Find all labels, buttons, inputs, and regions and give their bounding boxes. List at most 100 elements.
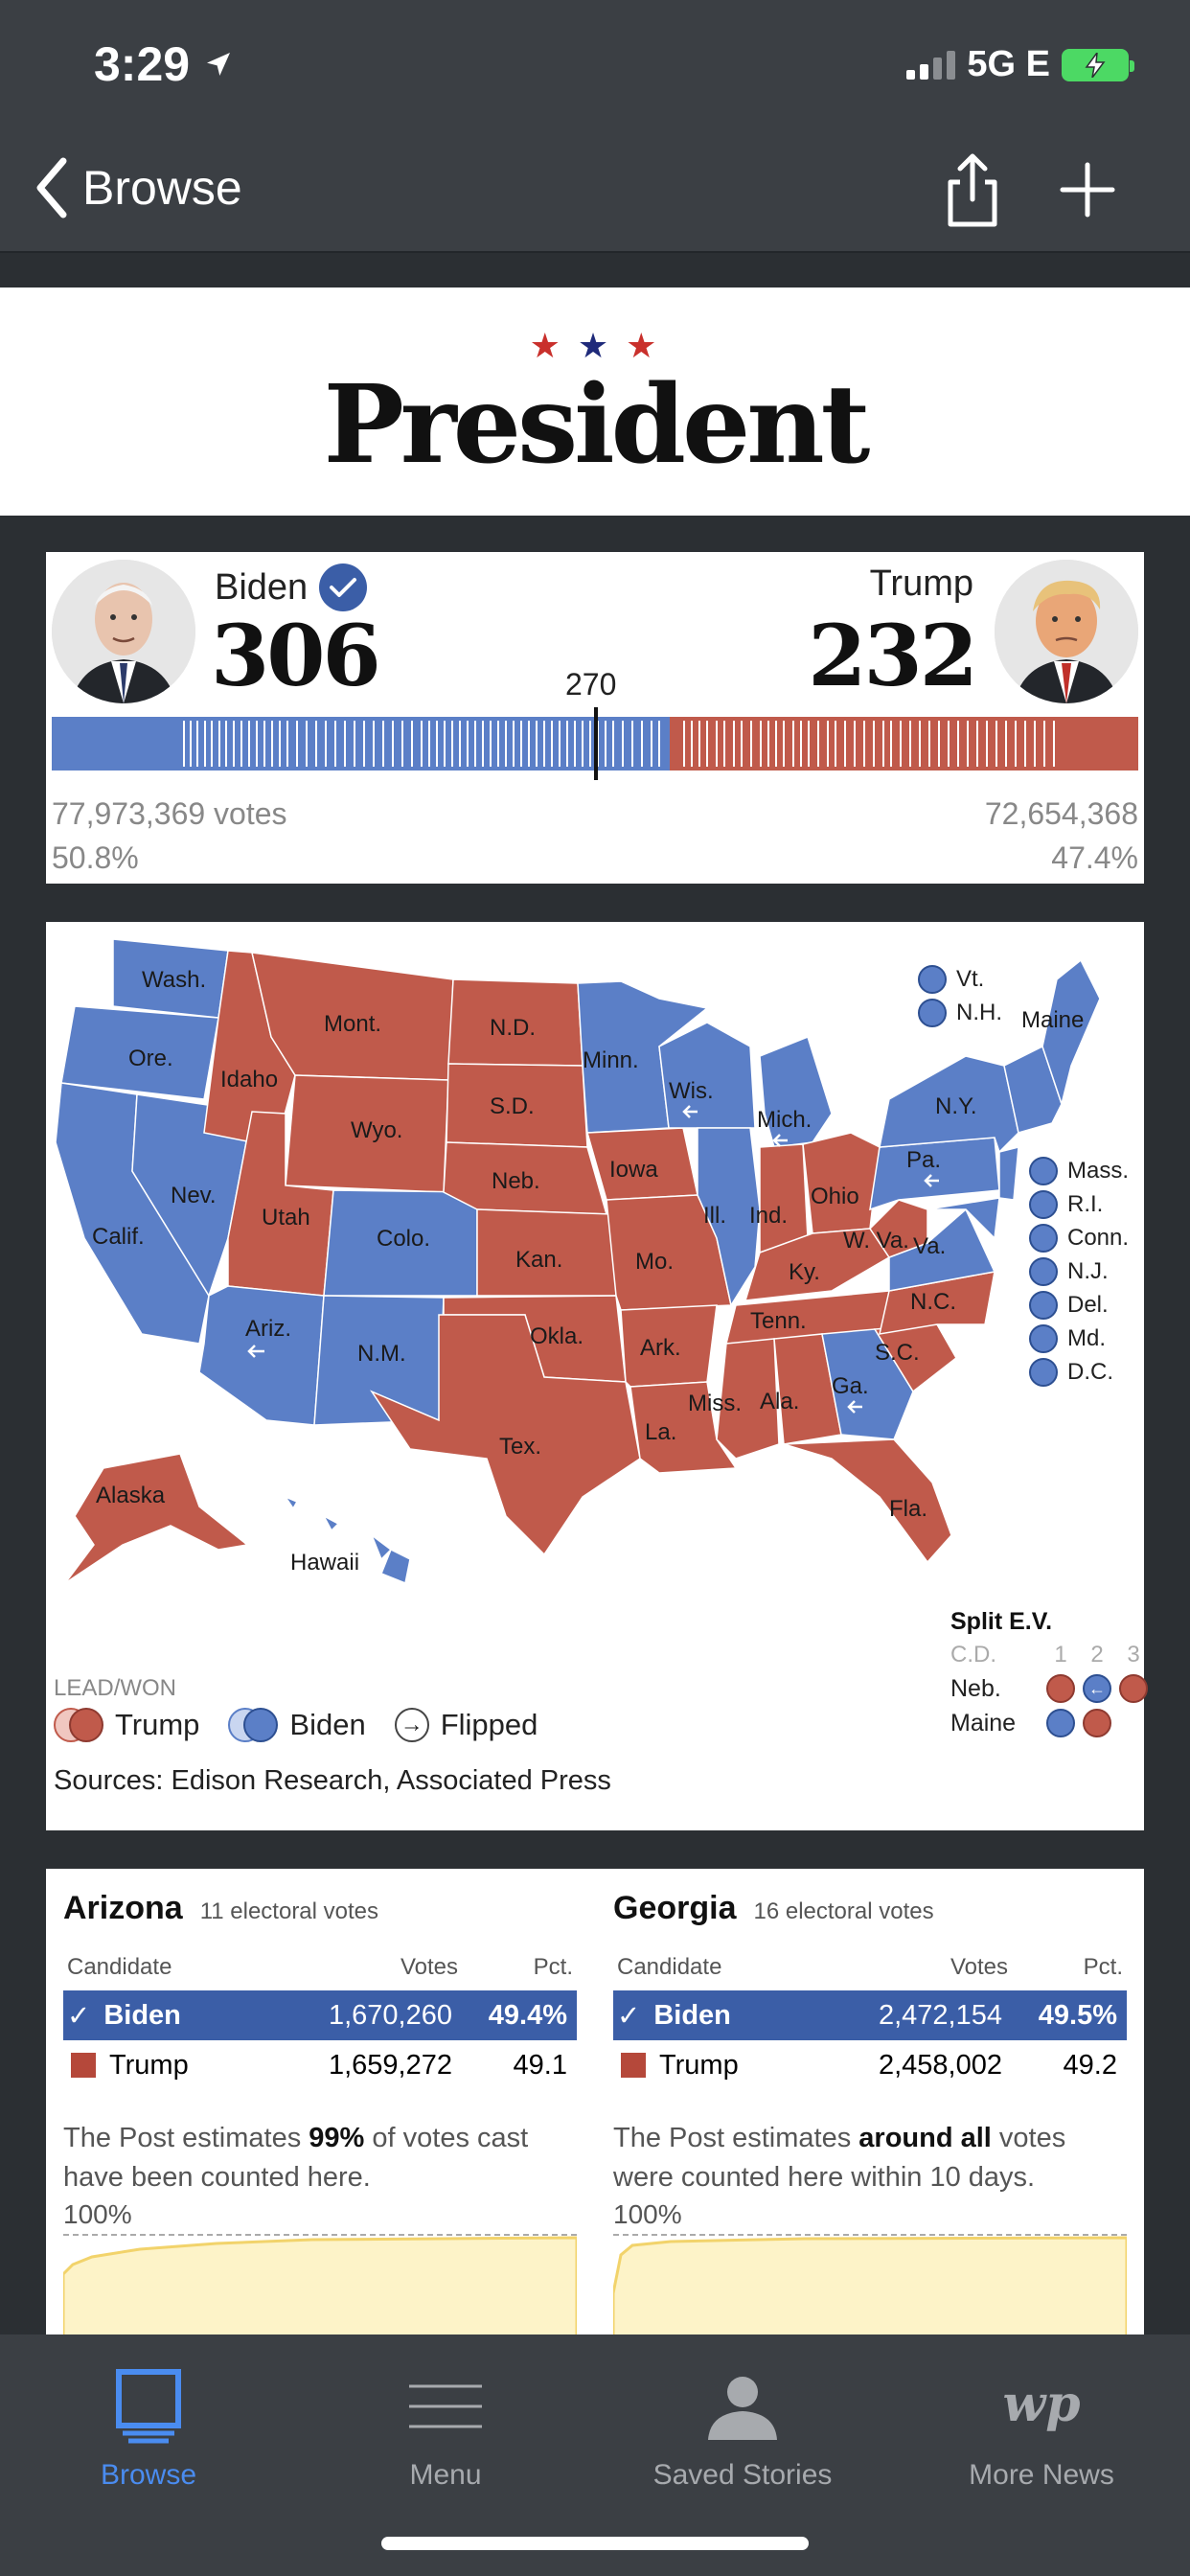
status-bar: 3:29 5G E [0,0,1190,134]
label-miss: Miss. [688,1391,742,1416]
tab-browse[interactable]: Browse [0,2354,297,2492]
chevron-left-icon [36,157,67,218]
title-card: ★ ★ ★ President [0,288,1190,516]
results-card: Biden 306 Trump 232 270 77,973,369 v [46,552,1144,884]
state-maine [1041,958,1101,1107]
label-sd: S.D. [490,1093,535,1119]
blue-dot-icon [1029,1256,1058,1286]
label-nc: N.C. [910,1289,956,1315]
menu-icon [409,2384,482,2428]
electoral-vote-bar [52,717,1138,770]
candidate-votes: 1,670,260 [328,1999,452,2031]
label-wis: Wis. [669,1078,714,1104]
table-row: Trump 1,659,272 49.1 [63,2040,577,2090]
check-icon: ✓ [617,2000,641,2032]
table-row: ✓ Biden 2,472,154 49.5% [613,1990,1127,2040]
label-ind: Ind. [749,1203,788,1229]
location-arrow-icon [207,53,231,76]
state-ore [60,1005,219,1100]
legend-biden: Biden [289,1708,366,1741]
split-cd-label: C.D. [950,1642,996,1668]
page-title: President [323,362,871,488]
label-wyo: Wyo. [351,1117,402,1143]
state-ariz [198,1285,325,1426]
trump-votes: 72,654,368 [984,796,1138,831]
state-wva [869,1199,928,1258]
svg-text:wp: wp [1003,2375,1080,2433]
label-mo: Mo. [635,1249,674,1275]
legend-title: LEAD/WON [54,1675,177,1701]
candidate-pct: 49.1 [513,2049,567,2081]
label-neb: Neb. [492,1168,540,1194]
small-state-ri: R.I. [1029,1187,1129,1221]
map-legend: LEAD/WON Trump Biden → Flipped [54,1675,538,1742]
state-ill [697,1127,761,1307]
split-row-label: Maine [950,1709,1017,1736]
label-ky: Ky. [789,1259,820,1285]
status-time-group: 3:29 [94,36,234,92]
state-name: Arizona [63,1890,183,1926]
label-idaho: Idaho [220,1067,278,1092]
label-utah: Utah [262,1205,310,1230]
label-nd: N.D. [490,1015,536,1041]
small-state-label: R.I. [1067,1190,1104,1217]
bottom-tab-bar: Browse Menu Saved Stories wp [0,2334,1190,2576]
candidate-name: Trump [659,2049,739,2081]
browse-icon [116,2369,181,2444]
tab-saved-stories[interactable]: Saved Stories [594,2354,891,2492]
red-square-icon [621,2053,646,2078]
small-state-del: Del. [1029,1288,1129,1322]
network-label: 5G E [967,44,1050,84]
threshold-label: 270 [565,667,617,702]
split-row-label: Neb. [950,1674,1001,1702]
plus-icon[interactable] [1059,161,1116,218]
label-calif: Calif. [92,1224,145,1250]
split-col: 2 [1090,1642,1104,1668]
state-ev: 16 electoral votes [753,1898,934,1924]
label-nm: N.M. [357,1341,406,1367]
small-state-label: Vt. [956,965,985,992]
legend-flipped: Flipped [440,1708,538,1741]
state-hawaii [284,1495,411,1585]
candidate-pct: 49.5% [1038,1999,1117,2031]
blue-dot-icon [1029,1323,1058,1353]
col-pct: Pct. [1083,1954,1123,1980]
label-ala: Ala. [760,1389,799,1414]
label-fla: Fla. [889,1496,927,1522]
back-button[interactable]: Browse [34,157,242,218]
table-header: Candidate Votes Pct. [63,1954,577,1981]
label-tenn: Tenn. [750,1308,807,1334]
blue-dot-icon [1046,1709,1075,1737]
red-square-icon [71,2053,96,2078]
state-ny [879,1055,1019,1154]
nav-bar: Browse [0,134,1190,253]
tab-more-news[interactable]: wp More News [893,2354,1190,2492]
label-kan: Kan. [515,1247,562,1273]
col-pct: Pct. [533,1954,573,1980]
blue-dot-icon [918,964,947,994]
state-nj [998,1146,1019,1201]
back-label: Browse [82,161,242,215]
small-state-label: N.J. [1067,1257,1109,1284]
status-time: 3:29 [94,37,191,91]
star-icon: ★ [626,326,661,365]
table-row: Trump 2,458,002 49.2 [613,2040,1127,2090]
red-dot-icon [1083,1709,1111,1737]
trump-name: Trump [869,564,973,604]
share-icon[interactable] [939,151,1006,228]
label-hawaii: Hawaii [290,1550,359,1576]
sources-note: Sources: Edison Research, Associated Pre… [54,1765,611,1796]
trump-ev-segment [669,717,1138,770]
estimate-text: The Post estimates around all votes were… [613,2123,1066,2193]
legend-items: Trump Biden → Flipped [54,1708,538,1742]
tab-menu[interactable]: Menu [297,2354,594,2492]
table-header: Candidate Votes Pct. [613,1954,1127,1981]
gap-strip [0,253,1190,288]
tab-label: Saved Stories [652,2459,833,2491]
us-electoral-map[interactable]: Wash. Ore. Calif. Idaho Nev. Mont. Wyo. … [46,922,1144,1593]
small-state-label: Del. [1067,1291,1109,1318]
home-indicator[interactable] [381,2537,809,2550]
label-colo: Colo. [377,1226,430,1252]
small-state-md: Md. [1029,1322,1129,1355]
candidate-pct: 49.2 [1063,2049,1117,2081]
